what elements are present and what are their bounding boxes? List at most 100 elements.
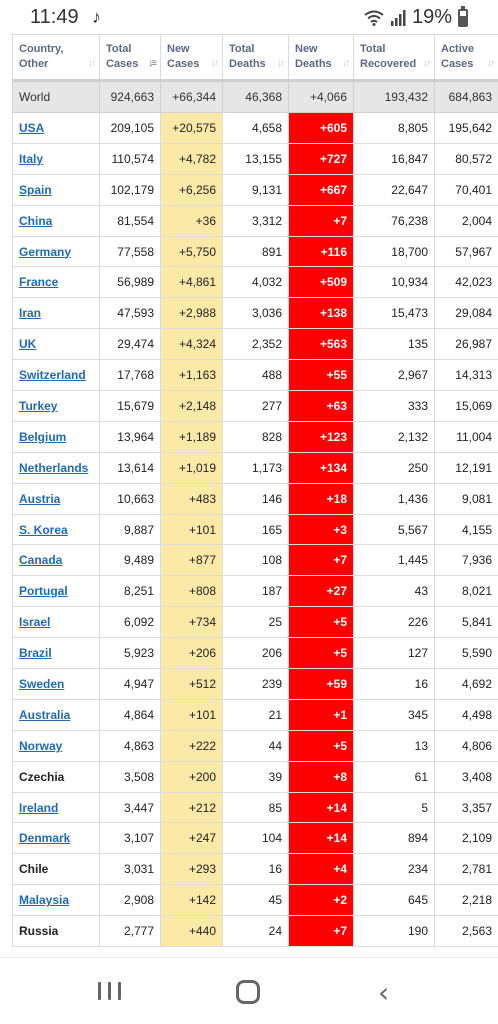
sort-icon[interactable]: ↓↑ bbox=[423, 58, 431, 69]
column-header-new-cases[interactable]: New Cases ↓↑ bbox=[160, 34, 223, 82]
new-cases-cell: +247 bbox=[160, 822, 223, 855]
new-deaths-cell: +18 bbox=[288, 482, 354, 515]
active-cases-cell: 2,218 bbox=[434, 884, 498, 917]
active-cases-cell: 14,313 bbox=[434, 359, 498, 392]
sort-icon[interactable]: ↓↑ bbox=[88, 58, 96, 69]
sort-icon[interactable]: ↓↑ bbox=[277, 58, 285, 69]
total-deaths-cell: 4,032 bbox=[222, 266, 289, 299]
country-link[interactable]: Portugal bbox=[19, 584, 68, 599]
new-cases-cell: +2,148 bbox=[160, 390, 223, 422]
active-cases-cell: 8,021 bbox=[434, 575, 498, 608]
new-cases-cell: +734 bbox=[160, 606, 223, 639]
world-new-cases-cell: +66,344 bbox=[160, 80, 223, 113]
signal-icon bbox=[390, 9, 406, 26]
table-row: Denmark 3,107 +247 104 +14 894 2,109 bbox=[12, 822, 498, 855]
country-link[interactable]: Belgium bbox=[19, 429, 67, 444]
active-cases-cell: 26,987 bbox=[434, 328, 498, 361]
total-deaths-cell: 39 bbox=[222, 760, 289, 793]
total-recovered-cell: 22,647 bbox=[353, 173, 435, 206]
sort-icon[interactable]: ↓↑ bbox=[211, 58, 219, 69]
country-link[interactable]: S. Korea bbox=[19, 522, 68, 537]
active-cases-cell: 2,109 bbox=[434, 822, 498, 855]
total-cases-cell: 4,864 bbox=[99, 698, 161, 731]
column-header-total-cases[interactable]: Total Cases ↓≡ bbox=[99, 34, 161, 82]
total-cases-cell: 2,908 bbox=[99, 884, 161, 917]
table-row: Malaysia 2,908 +142 45 +2 645 2,218 bbox=[12, 884, 498, 917]
table-row: Iran 47,593 +2,988 3,036 +138 15,473 29,084 bbox=[12, 297, 498, 330]
country-link[interactable]: China bbox=[19, 213, 53, 228]
country-link[interactable]: Italy bbox=[19, 151, 44, 166]
country-link[interactable]: Spain bbox=[19, 182, 52, 197]
new-cases-cell: +440 bbox=[160, 915, 223, 948]
total-cases-cell: 3,031 bbox=[99, 853, 161, 886]
sort-desc-icon[interactable]: ↓≡ bbox=[148, 58, 157, 69]
total-cases-cell: 17,768 bbox=[99, 359, 161, 392]
sort-icon[interactable]: ↓↑ bbox=[487, 58, 495, 69]
new-deaths-cell: +59 bbox=[288, 668, 354, 700]
country-link[interactable]: Iran bbox=[19, 306, 42, 321]
country-link[interactable]: Denmark bbox=[19, 831, 71, 846]
country-link[interactable]: Sweden bbox=[19, 676, 65, 691]
table-row: France 56,989 +4,861 4,032 +509 10,934 42,023 bbox=[12, 266, 498, 299]
back-icon[interactable]: ‹ bbox=[378, 976, 390, 1009]
table-row: UK 29,474 +4,324 2,352 +563 135 26,987 bbox=[12, 328, 498, 361]
total-cases-cell: 9,887 bbox=[99, 513, 161, 546]
column-header-total-recovered[interactable]: Total Recovered ↓↑ bbox=[353, 34, 435, 82]
active-cases-cell: 3,408 bbox=[434, 760, 498, 793]
new-deaths-cell: +727 bbox=[288, 142, 354, 175]
new-deaths-cell: +7 bbox=[288, 204, 354, 237]
table-row: Sweden 4,947 +512 239 +59 16 4,692 bbox=[12, 668, 498, 700]
column-header-total-deaths[interactable]: Total Deaths ↓↑ bbox=[222, 34, 289, 82]
country-link[interactable]: UK bbox=[19, 337, 37, 352]
new-cases-cell: +5,750 bbox=[160, 235, 223, 268]
country-link[interactable]: Germany bbox=[19, 244, 72, 259]
recent-apps-icon[interactable] bbox=[98, 982, 121, 1000]
country-link[interactable]: Norway bbox=[19, 738, 63, 753]
country-link[interactable]: Austria bbox=[19, 491, 61, 506]
active-cases-cell: 80,572 bbox=[434, 142, 498, 175]
new-cases-cell: +101 bbox=[160, 513, 223, 546]
total-recovered-cell: 234 bbox=[353, 853, 435, 886]
total-deaths-cell: 85 bbox=[222, 791, 289, 824]
total-deaths-cell: 4,658 bbox=[222, 112, 289, 144]
country-link[interactable]: Israel bbox=[19, 615, 51, 630]
active-cases-cell: 4,692 bbox=[434, 668, 498, 700]
covid-table-container[interactable]: Country, Other ↓↑ Total Cases ↓≡ New Cases ↓↑ Tot… bbox=[12, 34, 498, 956]
column-header-active-cases[interactable]: Active Cases ↓↑ bbox=[434, 34, 498, 82]
table-row: Portugal 8,251 +808 187 +27 43 8,021 bbox=[12, 575, 498, 608]
column-header-new-deaths[interactable]: New Deaths ↓↑ bbox=[288, 34, 354, 82]
total-deaths-cell: 25 bbox=[222, 606, 289, 639]
active-cases-cell: 7,936 bbox=[434, 544, 498, 577]
sort-icon[interactable]: ↓↑ bbox=[342, 58, 350, 69]
country-link[interactable]: Netherlands bbox=[19, 460, 89, 475]
column-header-label: Cases bbox=[441, 58, 474, 70]
country-cell: Malaysia bbox=[12, 884, 100, 917]
active-cases-cell: 4,498 bbox=[434, 698, 498, 731]
new-cases-cell: +20,575 bbox=[160, 112, 223, 144]
country-link[interactable]: Canada bbox=[19, 553, 63, 568]
table-row: China 81,554 +36 3,312 +7 76,238 2,004 bbox=[12, 204, 498, 237]
total-deaths-cell: 16 bbox=[222, 853, 289, 886]
country-link[interactable]: Turkey bbox=[19, 398, 58, 413]
table-body: World 924,663 +66,344 46,368 +4,066 193,… bbox=[12, 80, 498, 948]
new-cases-cell: +36 bbox=[160, 204, 223, 237]
country-link[interactable]: Ireland bbox=[19, 800, 59, 815]
new-deaths-cell: +5 bbox=[288, 637, 354, 670]
country-link[interactable]: Switzerland bbox=[19, 368, 86, 383]
total-recovered-cell: 226 bbox=[353, 606, 435, 639]
table-header-row: Country, Other ↓↑ Total Cases ↓≡ New Cases ↓↑ Tot… bbox=[12, 34, 498, 82]
home-icon[interactable] bbox=[236, 980, 260, 1004]
country-link[interactable]: Malaysia bbox=[19, 893, 70, 908]
country-link[interactable]: France bbox=[19, 275, 59, 290]
country-link[interactable]: USA bbox=[19, 120, 45, 135]
country-link[interactable]: Brazil bbox=[19, 646, 52, 661]
total-cases-cell: 13,964 bbox=[99, 420, 161, 453]
table-row: S. Korea 9,887 +101 165 +3 5,567 4,155 bbox=[12, 513, 498, 546]
column-header-country[interactable]: Country, Other ↓↑ bbox=[12, 34, 100, 82]
total-cases-cell: 8,251 bbox=[99, 575, 161, 608]
new-deaths-cell: +8 bbox=[288, 760, 354, 793]
country-link[interactable]: Australia bbox=[19, 707, 71, 722]
world-total-cases-cell: 924,663 bbox=[99, 80, 161, 113]
android-nav-bar: ‹ bbox=[0, 957, 498, 1024]
total-deaths-cell: 108 bbox=[222, 544, 289, 577]
